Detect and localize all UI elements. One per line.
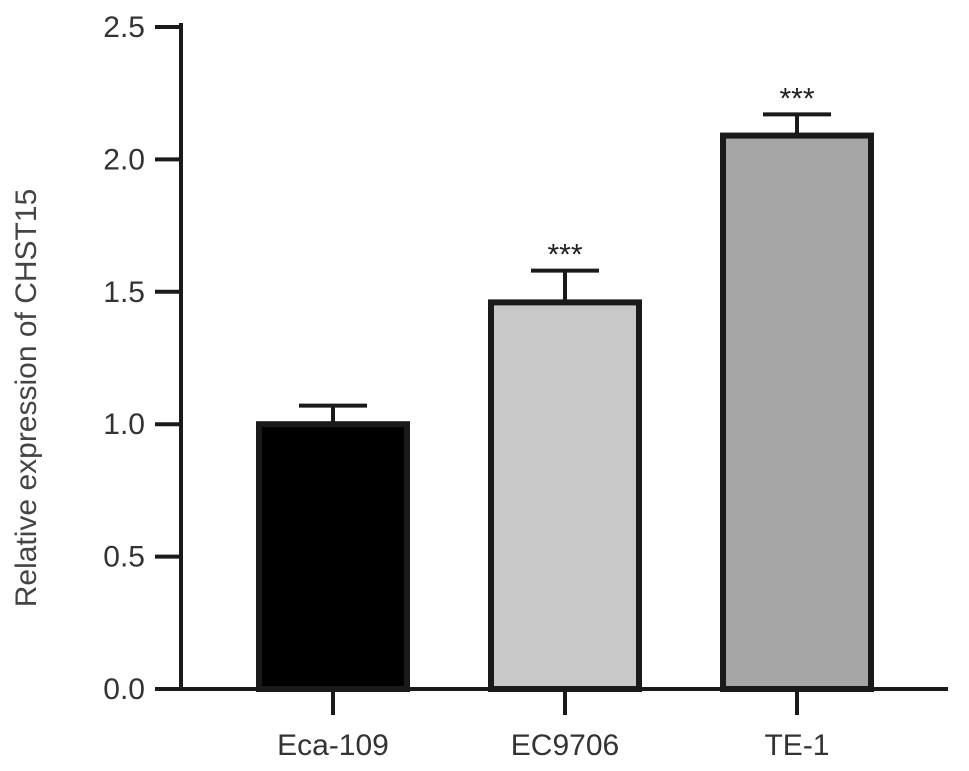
y-tick-label: 1.0 <box>103 408 145 441</box>
bar-ec9706 <box>488 299 642 692</box>
significance-label-ec9706: *** <box>547 239 582 272</box>
y-tick-label: 2.5 <box>103 11 145 44</box>
bar-eca-109 <box>256 421 410 692</box>
significance-label-te-1: *** <box>779 82 814 115</box>
y-tick-label: 1.5 <box>103 276 145 309</box>
y-tick-label: 2.0 <box>103 143 145 176</box>
bar-te-1 <box>720 132 874 692</box>
y-tick-label: 0.5 <box>103 541 145 574</box>
x-tick-label-ec9706: EC9706 <box>511 729 619 762</box>
y-tick-label: 0.0 <box>103 673 145 706</box>
x-tick-label-eca-109: Eca-109 <box>277 729 389 762</box>
y-axis-title: Relative expression of CHST15 <box>10 189 43 608</box>
x-tick-label-te-1: TE-1 <box>764 729 829 762</box>
